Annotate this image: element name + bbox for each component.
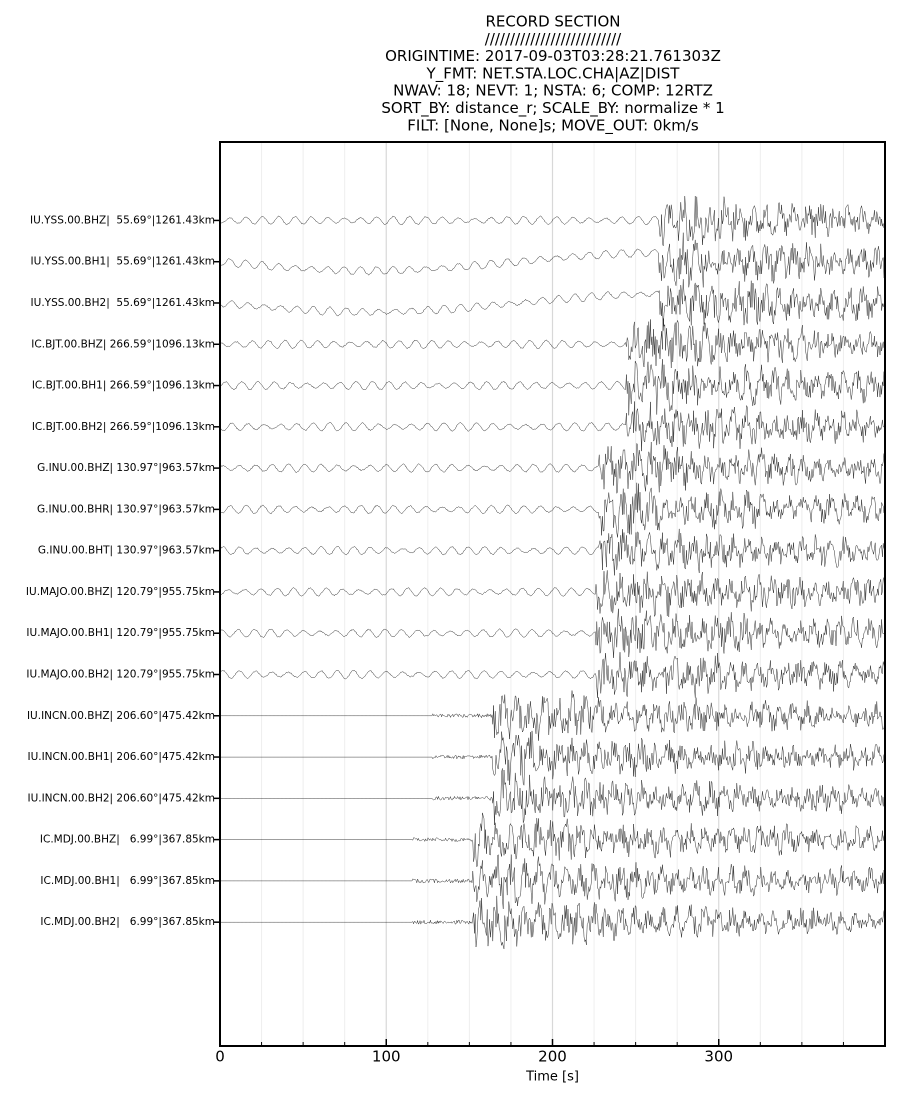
y-tick-label: G.INU.00.BHT| 130.97°|963.57km [38, 545, 215, 557]
y-tick-label: IU.YSS.00.BH1| 55.69°|1261.43km [31, 256, 215, 268]
y-tick-label: G.INU.00.BHR| 130.97°|963.57km [37, 503, 215, 515]
waveform [219, 441, 886, 494]
waveform [220, 812, 886, 868]
title-line: NWAV: 18; NEVT: 1; NSTA: 6; COMP: 12RTZ [393, 82, 713, 100]
waveform [219, 318, 886, 369]
waveform [219, 359, 886, 416]
waveform [220, 730, 886, 787]
y-tick-label: IU.MAJO.00.BHZ| 120.79°|955.75km [26, 586, 215, 598]
waveform [219, 608, 886, 658]
title-line: ORIGINTIME: 2017-09-03T03:28:21.761303Z [385, 47, 721, 65]
y-tick-label: IC.BJT.00.BHZ| 266.59°|1096.13km [31, 338, 215, 350]
y-tick-label: IC.MDJ.00.BH2| 6.99°|367.85km [40, 916, 215, 928]
y-tick-label: IU.MAJO.00.BH1| 120.79°|955.75km [26, 627, 215, 639]
waveform [220, 690, 886, 741]
x-tick-label: 100 [372, 1048, 401, 1066]
y-tick-label: IU.YSS.00.BHZ| 55.69°|1261.43km [30, 214, 215, 226]
waveform [219, 482, 886, 538]
title-line: RECORD SECTION [485, 13, 620, 31]
waveform [220, 895, 885, 949]
x-tick-label: 200 [538, 1048, 567, 1066]
title-line: FILT: [None, None]s; MOVE_OUT: 0km/s [407, 116, 699, 135]
waveform [219, 528, 886, 576]
y-tick-label: IU.MAJO.00.BH2| 120.79°|955.75km [26, 668, 215, 680]
x-axis-label: Time [s] [525, 1070, 579, 1085]
waveform [219, 279, 886, 331]
y-tick-label: IC.MDJ.00.BH1| 6.99°|367.85km [40, 875, 215, 887]
y-tick-label: G.INU.00.BHZ| 130.97°|963.57km [37, 462, 215, 474]
waveform [219, 652, 886, 698]
title-line: /////////////////////////// [485, 30, 622, 48]
x-tick-label: 0 [215, 1048, 225, 1066]
waveform [220, 768, 886, 826]
x-tick-label: 300 [704, 1048, 733, 1066]
y-tick-label: IC.BJT.00.BH1| 266.59°|1096.13km [32, 380, 215, 392]
y-tick-label: IC.BJT.00.BH2| 266.59°|1096.13km [32, 421, 215, 433]
waveform [219, 195, 886, 246]
title-line: SORT_BY: distance_r; SCALE_BY: normalize… [381, 99, 724, 118]
waveform [219, 232, 886, 288]
title-line: Y_FMT: NET.STA.LOC.CHA|AZ|DIST [426, 64, 681, 83]
y-tick-label: IU.INCN.00.BH2| 206.60°|475.42km [27, 792, 215, 804]
y-tick-label: IC.MDJ.00.BHZ| 6.99°|367.85km [40, 834, 215, 846]
waveform [219, 570, 886, 618]
y-tick-label: IU.INCN.00.BH1| 206.60°|475.42km [27, 751, 215, 763]
waveform [220, 854, 886, 909]
y-tick-label: IU.INCN.00.BHZ| 206.60°|475.42km [27, 710, 215, 722]
waveform [219, 401, 885, 452]
y-tick-label: IU.YSS.00.BH2| 55.69°|1261.43km [31, 297, 215, 309]
